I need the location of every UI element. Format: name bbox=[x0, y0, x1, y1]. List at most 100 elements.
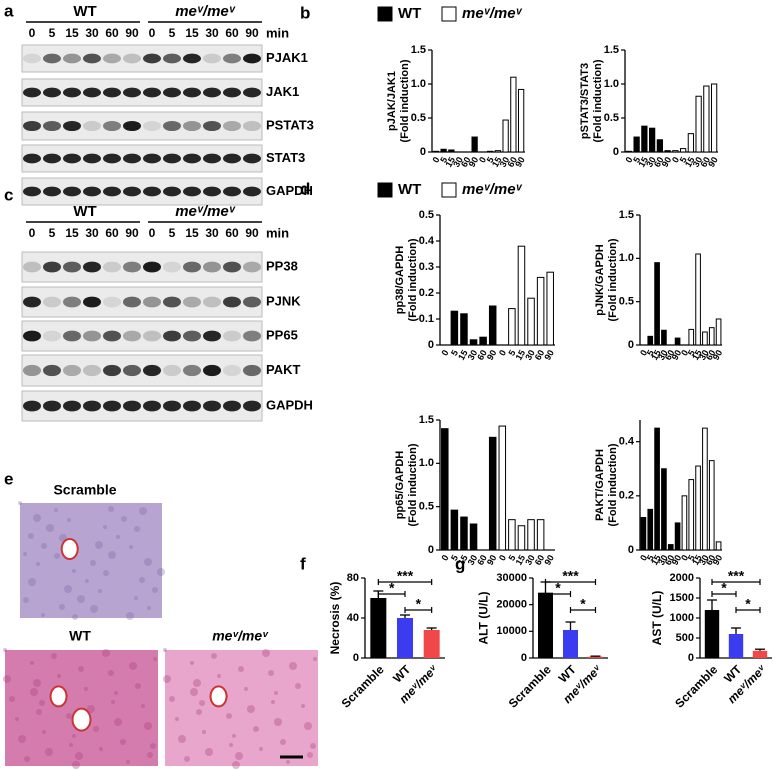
micrograph-texture bbox=[78, 666, 84, 672]
x-tick-label: 60 bbox=[475, 348, 489, 362]
x-tick-label: 30 bbox=[644, 155, 658, 169]
micrograph-texture bbox=[295, 683, 301, 689]
y-tick-label: 1.0 bbox=[619, 252, 634, 264]
bar bbox=[688, 328, 695, 346]
x-tick-label: 30 bbox=[466, 348, 480, 362]
y-tick-label: 1.5 bbox=[411, 44, 426, 56]
vessel bbox=[209, 685, 228, 708]
micrograph-texture bbox=[102, 649, 110, 657]
bar bbox=[648, 127, 656, 153]
y-axis-label: pJAK/JAK1 bbox=[386, 71, 398, 131]
panel-label: e bbox=[4, 469, 13, 488]
micrograph-texture bbox=[54, 553, 60, 559]
vessel bbox=[60, 538, 79, 560]
time-label: 90 bbox=[245, 26, 259, 40]
blot bbox=[21, 251, 263, 283]
x-tick-label: 5 bbox=[449, 348, 460, 357]
blot-label: STAT3 bbox=[266, 150, 305, 165]
y-axis-label: pJNK/GAPDH bbox=[594, 244, 606, 316]
micrograph-texture bbox=[36, 709, 42, 715]
x-tick-label: 0 bbox=[497, 553, 508, 562]
micrograph-texture bbox=[36, 562, 40, 566]
blot-band bbox=[183, 53, 201, 64]
y-tick-label: 0 bbox=[428, 544, 434, 556]
micrograph-texture bbox=[67, 518, 71, 522]
micrograph-texture bbox=[90, 560, 96, 566]
time-label: 90 bbox=[125, 26, 139, 40]
micrograph-texture bbox=[54, 508, 58, 512]
bar bbox=[440, 148, 447, 153]
y-axis-label: pSTAT3/STAT3 bbox=[579, 63, 591, 139]
micrograph-texture bbox=[90, 605, 98, 613]
time-label: 5 bbox=[49, 226, 56, 240]
micrograph-texture bbox=[41, 543, 47, 549]
bar bbox=[423, 630, 440, 658]
blot-band bbox=[163, 53, 181, 64]
panel-label: d bbox=[300, 179, 310, 198]
x-tick-label: 90 bbox=[542, 348, 556, 362]
blot-band bbox=[103, 53, 121, 64]
significance-label: *** bbox=[728, 568, 745, 584]
micrograph-texture bbox=[66, 713, 72, 719]
bar bbox=[538, 592, 553, 658]
blot-band bbox=[43, 53, 61, 64]
micrograph-texture bbox=[126, 612, 134, 620]
bar bbox=[695, 95, 702, 153]
bar bbox=[510, 76, 517, 153]
bar bbox=[708, 327, 715, 346]
blot-band bbox=[243, 296, 261, 308]
bar bbox=[588, 656, 603, 658]
x-tick-label: 15 bbox=[456, 553, 470, 567]
blot-band bbox=[63, 120, 81, 132]
panel-label: b bbox=[300, 3, 310, 22]
blot-band bbox=[23, 87, 41, 98]
time-label: 30 bbox=[85, 226, 99, 240]
time-label: 60 bbox=[105, 26, 119, 40]
micrograph-texture bbox=[232, 761, 240, 769]
x-tick-label: 90 bbox=[670, 348, 684, 362]
micrograph-texture bbox=[163, 675, 171, 683]
x-tick-label: Scramble bbox=[672, 662, 720, 710]
legend-label: meᵛ/meᵛ bbox=[462, 181, 523, 198]
blot-band bbox=[243, 53, 261, 64]
micrograph-texture bbox=[98, 589, 102, 593]
x-tick-label: 60 bbox=[505, 155, 519, 169]
blot-band bbox=[223, 261, 241, 273]
bar bbox=[640, 517, 647, 551]
blot-band bbox=[123, 261, 141, 273]
bar bbox=[370, 598, 387, 658]
blot-band bbox=[203, 53, 221, 64]
unit-label: min bbox=[266, 25, 289, 40]
micrograph-texture bbox=[178, 735, 186, 743]
x-tick-label: 0 bbox=[670, 155, 681, 164]
y-axis-label: AST (U/L) bbox=[650, 591, 664, 646]
blot bbox=[21, 78, 263, 107]
micrograph bbox=[165, 650, 318, 766]
blot-band bbox=[63, 261, 81, 273]
x-tick-label: 15 bbox=[649, 348, 663, 362]
micrograph-texture bbox=[152, 587, 158, 593]
blot-band bbox=[103, 296, 121, 308]
micrograph-texture bbox=[18, 735, 26, 743]
bar bbox=[546, 271, 554, 346]
bar bbox=[708, 460, 715, 551]
blot-band bbox=[163, 186, 181, 197]
blot-band bbox=[183, 261, 201, 273]
micrograph-texture bbox=[121, 516, 127, 522]
bar bbox=[527, 519, 535, 551]
micrograph-texture bbox=[3, 675, 11, 683]
blot-band bbox=[63, 400, 81, 412]
time-label: 30 bbox=[205, 226, 219, 240]
y-tick-label: 0 bbox=[428, 339, 434, 351]
blot bbox=[21, 44, 263, 73]
blot-band bbox=[23, 296, 41, 308]
significance-label: * bbox=[389, 580, 395, 596]
micrograph-texture bbox=[23, 597, 29, 603]
x-tick-label: 5 bbox=[686, 553, 697, 562]
micrograph-texture bbox=[135, 683, 141, 689]
blot-band bbox=[63, 364, 81, 377]
micrograph-texture bbox=[163, 648, 167, 652]
micrograph-texture bbox=[33, 514, 41, 522]
x-tick-label: 5 bbox=[438, 155, 449, 164]
x-tick-label: 30 bbox=[466, 553, 480, 567]
